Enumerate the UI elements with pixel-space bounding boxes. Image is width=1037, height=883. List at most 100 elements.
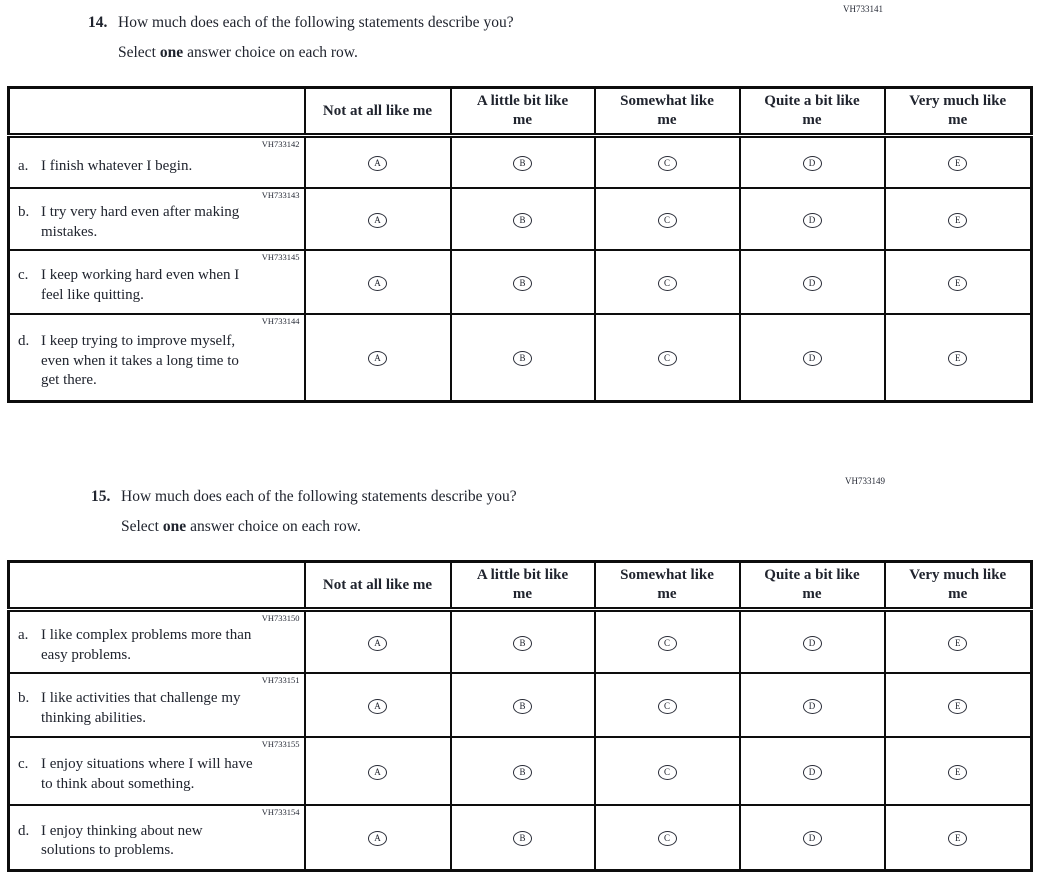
choice-bubble-b[interactable]: B <box>513 635 532 651</box>
choice-bubble-c[interactable]: C <box>657 635 677 651</box>
answer-cell: A <box>303 312 452 403</box>
statement-text: I enjoy thinking about new solutions to … <box>41 822 203 859</box>
answer-cell: A <box>303 735 452 806</box>
choice-bubble-b[interactable]: B <box>513 351 532 367</box>
choice-bubble-e[interactable]: E <box>948 212 968 228</box>
answer-cell: A <box>303 608 452 674</box>
answer-cell: E <box>883 608 1033 674</box>
column-header: Very much like me <box>883 86 1033 138</box>
question-prompt: How much does each of the following stat… <box>121 488 517 505</box>
table-row: VH733142 a. I finish whatever I begin. A … <box>7 134 1033 189</box>
statement-letter: c. <box>18 267 29 283</box>
choice-bubble-d[interactable]: D <box>802 275 822 291</box>
answer-cell: C <box>593 608 741 674</box>
item-code: VH733143 <box>261 189 300 200</box>
empty-header-cell <box>7 86 306 138</box>
answer-cell: E <box>883 134 1033 189</box>
table-row: VH733151 b. I like activities that challe… <box>7 671 1033 738</box>
answer-cell: B <box>449 803 596 872</box>
choice-bubble-a[interactable]: A <box>368 764 387 780</box>
statement-text: I keep working hard even when I feel lik… <box>41 267 240 303</box>
answer-cell: E <box>883 735 1033 806</box>
statement-letter: a. <box>18 627 29 644</box>
choice-bubble-b[interactable]: B <box>513 831 532 847</box>
choice-bubble-c[interactable]: C <box>657 275 677 291</box>
column-header: Quite a bit like me <box>738 86 886 138</box>
answer-cell: D <box>738 671 886 738</box>
choice-bubble-c[interactable]: C <box>657 351 677 367</box>
choice-bubble-a[interactable]: A <box>368 831 387 847</box>
choice-bubble-c[interactable]: C <box>657 212 677 228</box>
item-code: VH733154 <box>261 806 300 817</box>
choice-bubble-d[interactable]: D <box>802 698 822 714</box>
statement-cell: VH733145 c. I keep working hard even when… <box>7 248 306 315</box>
answer-cell: C <box>593 312 741 403</box>
statement-cell: VH733155 c. I enjoy situations where I wi… <box>7 735 306 806</box>
choice-bubble-b[interactable]: B <box>513 698 532 714</box>
item-code: VH733151 <box>261 674 300 685</box>
answer-cell: B <box>449 134 596 189</box>
choice-bubble-b[interactable]: B <box>513 275 532 291</box>
answer-cell: A <box>303 671 452 738</box>
answer-cell: A <box>303 248 452 315</box>
statement-letter: a. <box>18 157 29 174</box>
statement-text: I try very hard even after making mistak… <box>41 204 240 240</box>
empty-header-cell <box>7 560 306 612</box>
choice-bubble-a[interactable]: A <box>368 635 387 651</box>
choice-bubble-b[interactable]: B <box>513 212 532 228</box>
choice-bubble-c[interactable]: C <box>657 831 677 847</box>
column-header: A little bit like me <box>449 86 596 138</box>
answer-cell: E <box>883 312 1033 403</box>
statement-text: I keep trying to improve myself, even wh… <box>41 333 239 388</box>
choice-bubble-e[interactable]: E <box>948 764 968 780</box>
choice-bubble-d[interactable]: D <box>802 212 822 228</box>
table-row: VH733144 d. I keep trying to improve myse… <box>7 312 1033 403</box>
choice-bubble-e[interactable]: E <box>948 156 968 172</box>
question-header: 14. How much does each of the following s… <box>88 14 514 32</box>
answer-cell: B <box>449 608 596 674</box>
statement-text: I like complex problems more than easy p… <box>41 627 252 663</box>
statement-cell: VH733150 a. I like complex problems more … <box>7 608 306 674</box>
choice-bubble-d[interactable]: D <box>802 831 822 847</box>
choice-bubble-b[interactable]: B <box>513 764 532 780</box>
statement-letter: d. <box>18 822 30 839</box>
choice-bubble-e[interactable]: E <box>948 831 968 847</box>
choice-bubble-a[interactable]: A <box>368 156 387 172</box>
statement-letter: b. <box>18 204 30 220</box>
header-row: Not at all like me A little bit like me … <box>7 86 1033 138</box>
table-row: VH733150 a. I like complex problems more … <box>7 608 1033 674</box>
choice-bubble-a[interactable]: A <box>368 212 387 228</box>
choice-bubble-e[interactable]: E <box>948 698 968 714</box>
choice-bubble-d[interactable]: D <box>802 156 822 172</box>
question-prompt: How much does each of the following stat… <box>118 14 514 31</box>
choice-bubble-d[interactable]: D <box>802 764 822 780</box>
statement-letter: d. <box>18 333 30 349</box>
choice-bubble-e[interactable]: E <box>948 635 968 651</box>
answer-cell: B <box>449 671 596 738</box>
answer-cell: A <box>303 803 452 872</box>
choice-bubble-a[interactable]: A <box>368 698 387 714</box>
column-header: A little bit like me <box>449 560 596 612</box>
table-row: VH733145 c. I keep working hard even when… <box>7 248 1033 315</box>
choice-bubble-a[interactable]: A <box>368 351 387 367</box>
choice-bubble-d[interactable]: D <box>802 351 822 367</box>
response-table-q15: Not at all like me A little bit like me … <box>7 560 1033 872</box>
answer-cell: C <box>593 186 741 251</box>
item-code: VH733144 <box>261 315 300 326</box>
choice-bubble-e[interactable]: E <box>948 351 968 367</box>
statement-cell: VH733143 b. I try very hard even after ma… <box>7 186 306 251</box>
choice-bubble-b[interactable]: B <box>513 156 532 172</box>
choice-bubble-e[interactable]: E <box>948 275 968 291</box>
choice-bubble-d[interactable]: D <box>802 635 822 651</box>
choice-bubble-a[interactable]: A <box>368 275 387 291</box>
choice-bubble-c[interactable]: C <box>657 764 677 780</box>
answer-cell: A <box>303 134 452 189</box>
select-instruction: Select one answer choice on each row. <box>121 518 361 535</box>
table-row: VH733154 d. I enjoy thinking about new so… <box>7 803 1033 872</box>
statement-text: I like activities that challenge my thin… <box>41 690 241 726</box>
choice-bubble-c[interactable]: C <box>657 156 677 172</box>
answer-cell: D <box>738 248 886 315</box>
choice-bubble-c[interactable]: C <box>657 698 677 714</box>
answer-cell: B <box>449 186 596 251</box>
statement-text: I enjoy situations where I will have to … <box>41 756 253 792</box>
